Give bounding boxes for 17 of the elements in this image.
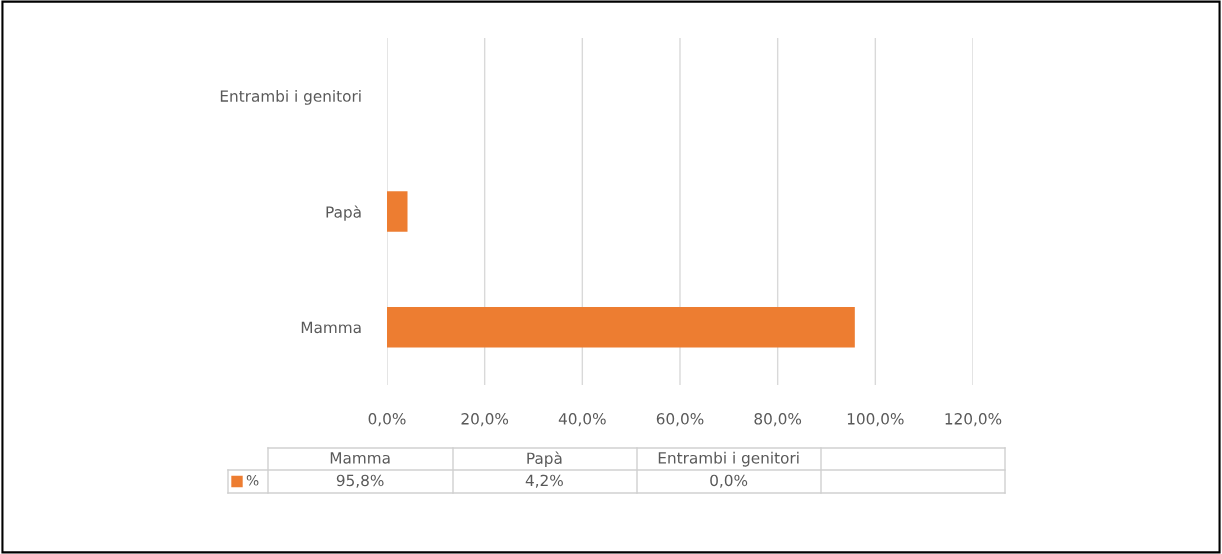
x-tick-label: 40,0% [558,413,606,427]
x-tick-label: 120,0% [945,413,1002,427]
legend-label: % [246,475,259,486]
text: 0,0% [710,474,748,488]
y-tick-label: Mamma [301,321,361,334]
category-label: Papà [527,451,562,467]
category-label: Entrambi i genitori [658,451,799,467]
category-label: Mamma [330,452,390,464]
x-tick-label: 0,0% [368,413,406,427]
text: 4,2% [525,474,563,488]
text: 95,8% [336,474,384,488]
y-tick-label: Entrambi i genitori [220,90,361,105]
y-tick-label: Papà [326,205,361,221]
x-tick-label: 60,0% [656,413,704,427]
x-tick-label: 20,0% [461,413,509,427]
x-tick-label: 80,0% [754,413,802,427]
x-tick-label: 100,0% [847,413,904,427]
